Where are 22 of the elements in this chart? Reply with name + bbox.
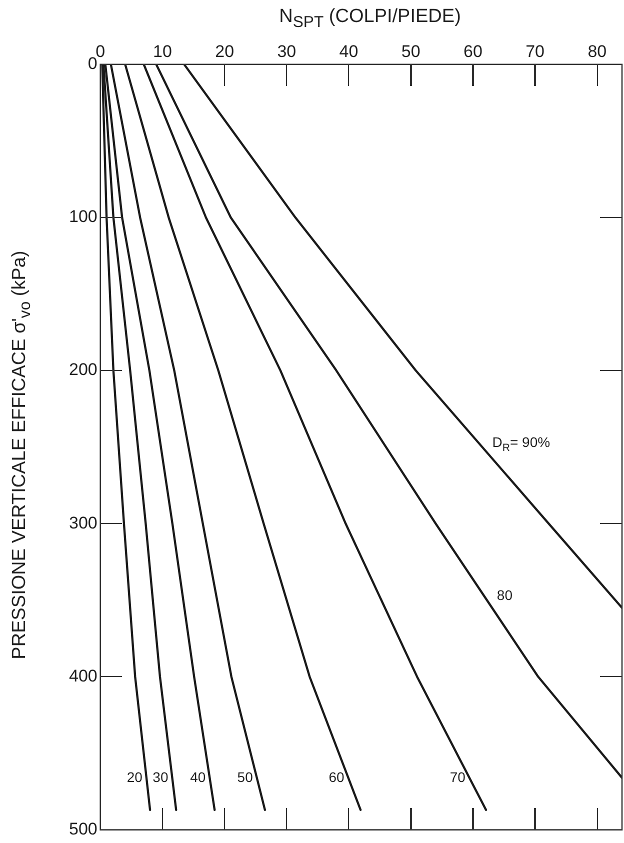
x-axis-title: N$_{SPT}$ (COLPI/PIEDE) — [278, 6, 462, 32]
x-tick-label: 20 — [215, 42, 234, 61]
x-tick-label: 50 — [401, 42, 420, 61]
y-tick-label: 0 — [88, 54, 98, 74]
x-tick-label: 10 — [153, 42, 172, 61]
x-tick-label: 70 — [526, 42, 545, 61]
series-label: 40 — [190, 768, 206, 785]
x-tick-label: 60 — [464, 42, 482, 61]
series-label: 50 — [237, 768, 254, 785]
series-label: 80 — [496, 587, 513, 604]
x-tick-label: 30 — [277, 42, 296, 61]
y-tick-label: 200 — [68, 360, 98, 380]
y-tick-label: 500 — [68, 819, 98, 838]
series-label: 70 — [450, 768, 466, 785]
x-tick-label: 40 — [339, 42, 358, 61]
y-tick-label: 100 — [68, 207, 98, 226]
x-tick-label: 80 — [588, 42, 607, 61]
y-tick-label: 300 — [68, 513, 98, 532]
series-label: 30 — [152, 768, 168, 785]
series-label: 60 — [328, 768, 345, 785]
y-tick-label: 400 — [68, 666, 98, 686]
series-label: 20 — [126, 768, 143, 785]
